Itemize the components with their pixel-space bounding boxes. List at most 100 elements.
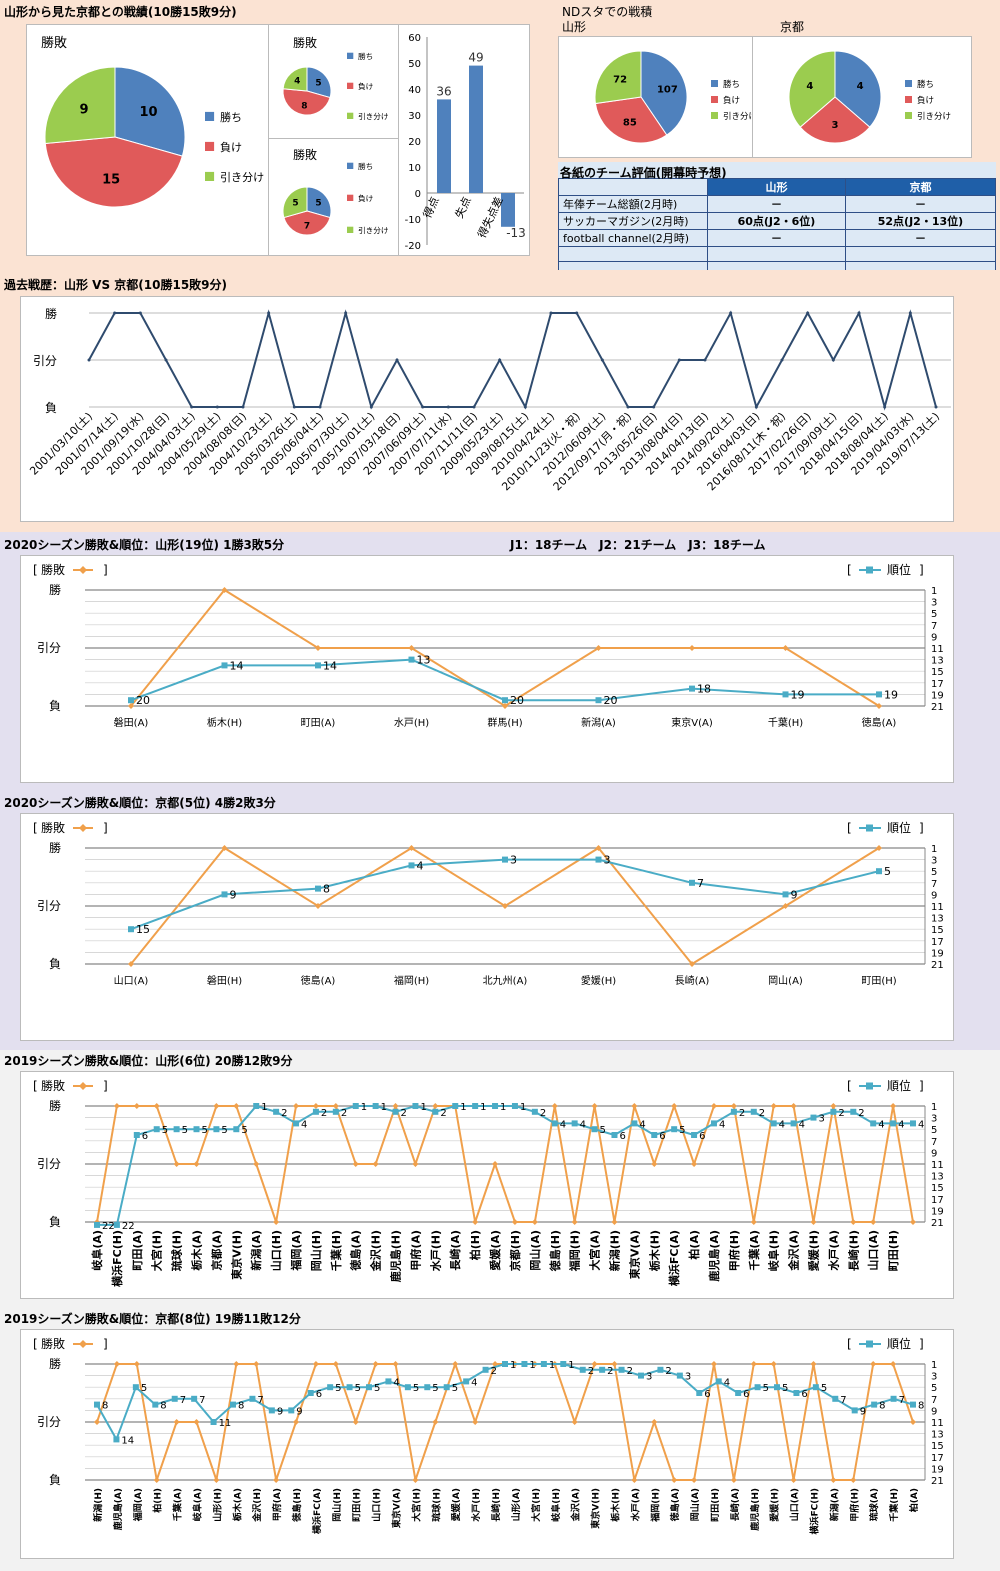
rank-value-label: 6	[704, 1389, 710, 1400]
result-line	[88, 309, 937, 411]
result-point	[703, 358, 707, 362]
rank-marker	[221, 662, 228, 669]
rank-value-label: 2	[858, 1108, 864, 1119]
rank-value-label: 8	[238, 1401, 244, 1412]
pie-slice-win	[834, 50, 882, 128]
rank-marker	[502, 856, 508, 863]
rank-marker	[876, 691, 882, 698]
opponent-label: 鹿児島(A)	[112, 1488, 124, 1531]
legend-swatch-loss	[905, 96, 912, 103]
rank-marker	[782, 691, 789, 698]
pie-value-label: 7	[304, 222, 310, 232]
legend-label-win: 勝ち	[723, 79, 740, 90]
rank-value-label: 6	[699, 1131, 705, 1142]
rank-tick-label: 9	[931, 632, 937, 643]
opponent-label: 鹿児島(H)	[749, 1488, 761, 1532]
opponent-label: 大宮(A)	[588, 1230, 602, 1271]
legend-rank-marker	[866, 1082, 873, 1090]
goals-chart-panel: 60 50 40 30 20 10 0 -10 -20 36 得点 49 失点 -13 得失点差	[398, 24, 530, 256]
result-marker	[315, 903, 321, 909]
rank-marker	[253, 1103, 260, 1109]
category-label: 失点	[453, 195, 474, 220]
rank-marker	[611, 1132, 618, 1138]
rank-tick-label: 21	[931, 1476, 944, 1487]
rank-tick-label: 15	[931, 925, 944, 936]
rank-marker	[511, 1103, 518, 1109]
pie-slice-draw	[788, 50, 836, 128]
result-tick-label: 負	[49, 1215, 61, 1229]
pie-value-label: 9	[79, 102, 88, 117]
opponent-label: 長崎(H)	[846, 1230, 860, 1271]
rank-tick-label: 13	[931, 914, 944, 925]
rank-marker	[346, 1384, 353, 1391]
legend-result-label: 勝敗	[41, 562, 65, 577]
legend-bracket: [	[847, 1079, 852, 1093]
legend-bracket: [	[847, 1337, 852, 1351]
result-tick-label: 勝	[45, 306, 57, 321]
legend-swatch-draw	[347, 226, 354, 233]
rank-value-label: 5	[600, 1125, 606, 1136]
rank-marker	[132, 1384, 139, 1391]
evaluation-col-yamagata: 山形	[707, 178, 846, 196]
pie-value-label: 3	[832, 120, 839, 131]
rank-tick-label: 5	[931, 609, 937, 620]
rank-value-label: 2	[321, 1108, 327, 1119]
rank-value-label: 6	[743, 1389, 749, 1400]
result-marker	[128, 703, 134, 709]
result-marker	[408, 845, 415, 851]
rank-tick-label: 17	[931, 937, 944, 948]
result-point	[395, 358, 399, 362]
result-marker	[750, 1219, 757, 1225]
rank-marker	[315, 662, 321, 669]
rank-value-label: 1	[568, 1360, 574, 1371]
rank-value-label: 5	[374, 1383, 380, 1394]
result-marker	[730, 1103, 737, 1109]
rank-marker	[793, 1390, 800, 1396]
result-marker	[133, 1361, 140, 1367]
rank-value-label: 5	[821, 1383, 827, 1394]
rank-value-label: 9	[860, 1406, 866, 1417]
opponent-label: 長崎(A)	[729, 1488, 741, 1521]
rank-tick-label: 17	[931, 679, 944, 690]
rank-marker	[910, 1401, 916, 1408]
y-tick-label: 10	[408, 163, 421, 174]
result-marker	[133, 1103, 140, 1109]
opponent-label: 金沢(A)	[570, 1488, 582, 1522]
result-marker	[511, 1219, 518, 1225]
result-marker	[850, 1219, 857, 1225]
opponent-label: 福岡(A)	[289, 1230, 303, 1272]
rank-tick-label: 11	[931, 1160, 944, 1171]
rank-value-label: 2	[838, 1108, 844, 1119]
rank-marker	[560, 1361, 567, 1367]
rank-tick-label: 1	[931, 1360, 937, 1371]
result-point	[883, 405, 887, 409]
rank-value-label: 2	[588, 1366, 594, 1377]
legend-swatch-loss	[205, 141, 215, 151]
rank-marker	[830, 1108, 837, 1115]
result-marker	[890, 1103, 897, 1109]
opponent-label: 水戸(A)	[629, 1488, 641, 1521]
rank-value-label: 15	[136, 923, 150, 936]
result-point	[498, 358, 502, 362]
legend-swatch-loss	[711, 96, 718, 103]
result-point	[138, 311, 142, 315]
rank-value-label: 5	[202, 1125, 208, 1136]
result-point	[523, 405, 527, 409]
k2020-chart-panel: 1 3 5 7 9 11 13 15 17 19 21 勝引分負[勝敗][順位] 15 9 8 4 3 3 7 9 5 山…	[20, 813, 954, 1041]
rank-tick-label: 5	[931, 1383, 937, 1394]
legend-swatch-win	[905, 80, 912, 87]
opponent-label: 新潟(A)	[581, 716, 616, 729]
result-point	[575, 311, 579, 315]
opponent-label: 長崎(A)	[448, 1230, 462, 1271]
rank-marker	[230, 1401, 236, 1408]
opponent-label: 磐田(H)	[207, 974, 242, 987]
result-point	[934, 405, 938, 409]
pie-slice-draw	[44, 66, 116, 145]
pie-value-label: 5	[292, 198, 298, 208]
opponent-label: 新潟(A)	[249, 1230, 263, 1271]
rank-marker	[472, 1103, 479, 1109]
rank-value-label: 3	[646, 1372, 652, 1383]
pie-slice-loss	[594, 96, 668, 144]
